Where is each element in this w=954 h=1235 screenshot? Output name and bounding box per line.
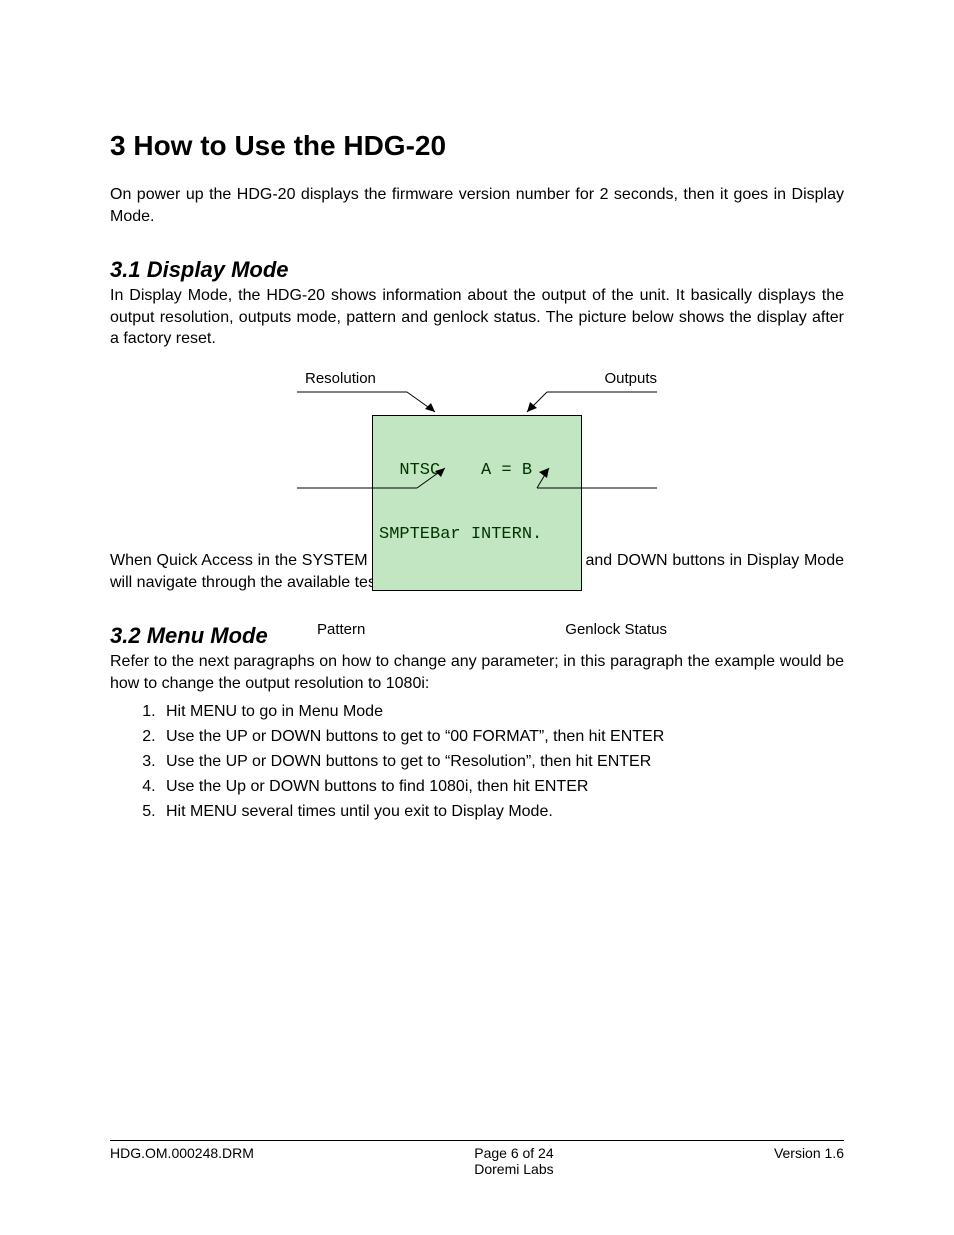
label-pattern: Pattern [317,621,365,638]
footer-center: Page 6 of 24 Doremi Labs [474,1145,553,1177]
label-resolution: Resolution [305,370,376,387]
footer-company: Doremi Labs [474,1161,553,1177]
label-genlock: Genlock Status [565,621,667,638]
subsection-3-2-para: Refer to the next paragraphs on how to c… [110,651,844,694]
intro-paragraph: On power up the HDG-20 displays the firm… [110,184,844,227]
footer-left: HDG.OM.000248.DRM [110,1145,254,1177]
page-footer: HDG.OM.000248.DRM Page 6 of 24 Doremi La… [110,1140,844,1177]
bottom-arrows [287,462,667,492]
list-item: Hit MENU several times until you exit to… [160,800,844,825]
steps-list: Hit MENU to go in Menu Mode Use the UP o… [160,700,844,824]
subsection-3-1-para1: In Display Mode, the HDG-20 shows inform… [110,285,844,350]
lcd-line2: SMPTEBar INTERN. [379,524,575,545]
list-item: Use the Up or DOWN buttons to find 1080i… [160,775,844,800]
footer-right: Version 1.6 [774,1145,844,1177]
list-item: Use the UP or DOWN buttons to get to “Re… [160,750,844,775]
footer-page-number: Page 6 of 24 [474,1145,553,1161]
lcd-display: NTSC A = B SMPTEBar INTERN. [372,415,582,591]
lcd-diagram: Resolution Outputs NTSC A = B SMPTEBar I… [287,370,667,530]
section-heading: 3 How to Use the HDG-20 [110,130,844,162]
list-item: Use the UP or DOWN buttons to get to “00… [160,725,844,750]
list-item: Hit MENU to go in Menu Mode [160,700,844,725]
subsection-3-1-heading: 3.1 Display Mode [110,257,844,283]
page-content: 3 How to Use the HDG-20 On power up the … [110,130,844,1145]
label-outputs: Outputs [604,370,657,387]
top-arrows [287,388,667,418]
